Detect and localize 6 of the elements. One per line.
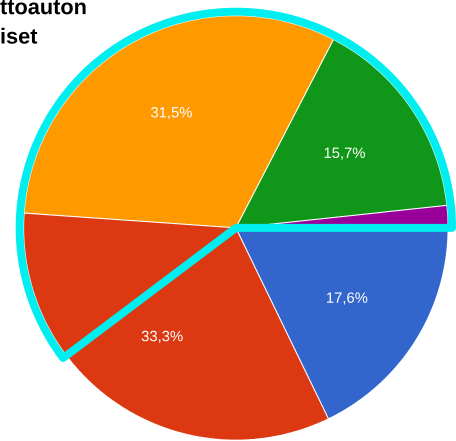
chart-title: ttoauton xyxy=(0,0,86,15)
chart-subtitle: iset xyxy=(2,28,38,44)
data-label: 31,5% xyxy=(150,107,192,120)
data-label: 33,3% xyxy=(142,330,183,344)
data-label: 17,6% xyxy=(327,292,368,305)
data-label: 15,7% xyxy=(324,148,365,160)
